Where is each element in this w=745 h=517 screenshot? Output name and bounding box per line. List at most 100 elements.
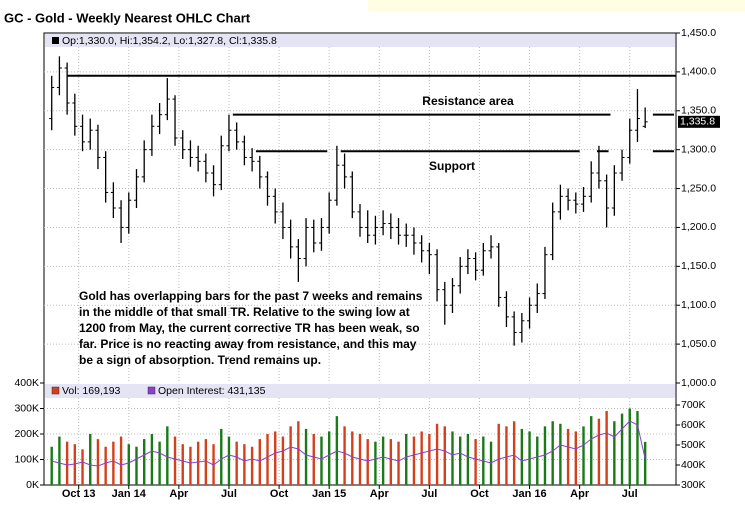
annotation: Support <box>429 159 475 173</box>
volume-bar <box>343 426 346 485</box>
volume-bar <box>250 446 254 485</box>
y-tick-label: 300K <box>14 402 39 414</box>
volume-bar <box>65 441 69 485</box>
volume-bar <box>227 436 231 485</box>
volume-bar <box>528 431 531 485</box>
y-tick-label: 1,400.0 <box>681 66 716 78</box>
volume-bar <box>289 426 292 485</box>
y2-tick-label: 600K <box>681 419 706 431</box>
volume-bar <box>443 426 446 485</box>
volume-bar <box>158 441 161 485</box>
x-tick-label: Oct <box>470 488 489 500</box>
last-price-box <box>678 115 720 128</box>
volume-bar <box>119 436 123 485</box>
volume-bar <box>127 444 130 485</box>
commentary: Gold has overlapping bars for the past 7… <box>79 289 423 303</box>
legend-swatch <box>52 37 59 44</box>
y-tick-label: 200K <box>14 428 39 440</box>
volume-bar <box>590 416 593 485</box>
x-tick-label: Apr <box>570 488 590 500</box>
volume-bar <box>435 423 439 485</box>
volume-bar <box>351 431 354 485</box>
volume-bar <box>536 436 539 485</box>
volume-bar <box>520 428 524 485</box>
volume-bar <box>620 413 624 485</box>
volume-bar <box>266 434 269 485</box>
y-tick-label: 0K <box>26 479 39 491</box>
volume-bar <box>451 431 454 485</box>
legend-swatch <box>147 386 156 395</box>
y-tick-label: 1,000.0 <box>681 377 716 389</box>
volume-bar <box>327 431 331 485</box>
volume-bar <box>412 436 416 485</box>
volume-bar <box>636 411 639 485</box>
y-tick-label: 1,200.0 <box>681 221 716 233</box>
volume-bar <box>366 439 369 485</box>
volume-bar <box>274 431 277 485</box>
volume-bar <box>220 428 223 485</box>
x-tick-label: Jul <box>221 488 237 500</box>
volume-bar <box>50 446 53 485</box>
volume-bar <box>173 436 177 485</box>
legend-text: Vol: 169,193 <box>62 385 121 397</box>
volume-bar <box>582 426 585 485</box>
y2-tick-label: 400K <box>681 459 706 471</box>
volume-bar <box>597 418 601 485</box>
y-tick-label: 1,100.0 <box>681 299 716 311</box>
volume-bar <box>104 446 107 485</box>
volume-bar <box>135 446 138 485</box>
volume-bar <box>235 441 238 485</box>
legend-band <box>45 384 675 398</box>
volume-bar <box>89 434 92 485</box>
volume-bar <box>551 421 554 485</box>
x-tick-label: Oct <box>270 488 289 500</box>
legend-swatch <box>51 386 60 395</box>
volume-bar <box>381 436 385 485</box>
x-tick-label: Jan 14 <box>112 488 147 500</box>
volume-bar <box>150 434 154 485</box>
volume-bar <box>181 444 184 485</box>
volume-bar <box>142 439 146 485</box>
volume-bar <box>374 441 377 485</box>
y-tick-label: 1,250.0 <box>681 182 716 194</box>
x-tick-label: Jan 15 <box>312 488 346 500</box>
volume-bar <box>566 428 570 485</box>
commentary: 1200 from May, the current corrective TR… <box>79 321 420 335</box>
volume-bar <box>613 421 616 485</box>
volume-bar <box>204 439 208 485</box>
y-tick-label: 1,300.0 <box>681 143 716 155</box>
volume-bar <box>512 421 516 485</box>
volume-bar <box>304 428 308 485</box>
volume-bar <box>166 426 169 485</box>
volume-bar <box>58 436 61 485</box>
x-tick-label: Oct 13 <box>62 488 96 500</box>
x-tick-label: Apr <box>169 488 189 500</box>
last-price-label: 1,335.8 <box>680 116 715 128</box>
annotation: Resistance area <box>422 94 514 108</box>
volume-bar <box>405 434 408 485</box>
volume-bar <box>559 423 562 485</box>
volume-bar <box>81 449 84 485</box>
y2-tick-label: 500K <box>681 439 706 451</box>
y2-tick-label: 300K <box>681 479 706 491</box>
header-band <box>368 0 745 12</box>
volume-bar <box>96 439 100 485</box>
legend-band <box>45 34 675 47</box>
open-interest-line <box>51 420 646 467</box>
volume-bar <box>458 436 462 485</box>
volume-bar <box>643 441 647 485</box>
volume-bar <box>574 431 578 485</box>
volume-bar <box>312 434 315 485</box>
commentary: in the middle of that small TR. Relative… <box>79 305 410 319</box>
volume-bar <box>497 423 500 485</box>
volume-bar <box>397 441 400 485</box>
volume-bar <box>389 439 393 485</box>
x-tick-label: Jul <box>622 488 638 500</box>
volume-bar <box>605 411 608 485</box>
chart-title: GC - Gold - Weekly Nearest OHLC Chart <box>4 10 251 25</box>
volume-bar <box>258 439 262 485</box>
y-tick-label: 100K <box>14 453 39 465</box>
y-tick-label: 1,350.0 <box>681 105 716 117</box>
volume-bar <box>243 444 246 485</box>
